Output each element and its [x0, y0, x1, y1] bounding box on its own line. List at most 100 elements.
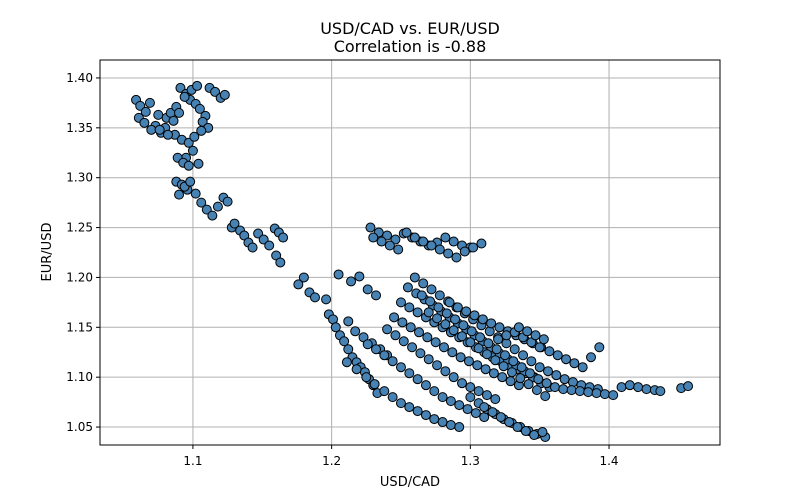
- scatter-point: [544, 346, 555, 357]
- scatter-point: [515, 373, 526, 384]
- scatter-point: [362, 339, 373, 350]
- scatter-point: [139, 117, 150, 128]
- scatter-point: [395, 362, 406, 373]
- scatter-point: [192, 80, 203, 91]
- scatter-point: [354, 271, 365, 282]
- scatter-point: [458, 320, 469, 331]
- scatter-point: [459, 246, 470, 257]
- scatter-point: [371, 344, 382, 355]
- scatter-point: [475, 332, 486, 343]
- scatter-point: [350, 326, 361, 337]
- scatter-point: [219, 89, 230, 100]
- y-tick-label: 1.10: [66, 370, 93, 384]
- scatter-point: [404, 402, 415, 413]
- scatter-point: [461, 306, 472, 317]
- scatter-point: [441, 308, 452, 319]
- scatter-point: [486, 318, 497, 329]
- scatter-point: [382, 324, 393, 335]
- scatter-point: [187, 145, 198, 156]
- scatter-point: [577, 362, 588, 373]
- scatter-point: [533, 374, 544, 385]
- scatter-point: [162, 129, 173, 140]
- scatter-point: [470, 408, 481, 419]
- scatter-point: [343, 344, 354, 355]
- scatter-point: [343, 316, 354, 327]
- scatter-point: [494, 322, 505, 333]
- scatter-point: [569, 358, 580, 369]
- scatter-point: [448, 325, 459, 336]
- scatter-point: [387, 356, 398, 367]
- scatter-point: [594, 342, 605, 353]
- scatter-point: [599, 389, 610, 400]
- scatter-point: [641, 384, 652, 395]
- scatter-point: [393, 244, 404, 255]
- scatter-point: [466, 326, 477, 337]
- scatter-point: [415, 348, 426, 359]
- scatter-point: [387, 392, 398, 403]
- scatter-point: [321, 294, 332, 305]
- scatter-point: [409, 272, 420, 283]
- scatter-point: [190, 188, 201, 199]
- scatter-point: [509, 344, 520, 355]
- scatter-point: [530, 330, 541, 341]
- scatter-point: [168, 115, 179, 126]
- scatter-point: [395, 297, 406, 308]
- scatter-point: [444, 297, 455, 308]
- y-tick-label: 1.25: [66, 221, 93, 235]
- scatter-point: [529, 430, 540, 441]
- scatter-point: [505, 376, 516, 387]
- scatter-point: [189, 131, 200, 142]
- scatter-point: [500, 350, 511, 361]
- scatter-point: [412, 374, 423, 385]
- scatter-point: [422, 332, 433, 343]
- scatter-point: [409, 232, 420, 243]
- scatter-point: [512, 422, 523, 433]
- scatter-point: [559, 374, 570, 385]
- y-tick-label: 1.35: [66, 121, 93, 135]
- scatter-point: [473, 386, 484, 397]
- scatter-point: [490, 355, 501, 366]
- scatter-point: [624, 380, 635, 391]
- scatter-point: [483, 338, 494, 349]
- scatter-point: [146, 124, 157, 135]
- scatter-point: [472, 360, 483, 371]
- scatter-point: [538, 334, 549, 345]
- scatter-point: [362, 284, 373, 295]
- scatter-point: [574, 386, 585, 397]
- scatter-point: [537, 427, 548, 438]
- scatter-point: [423, 354, 434, 365]
- scatter-point: [498, 361, 509, 372]
- scatter-point: [339, 336, 350, 347]
- scatter-point: [185, 176, 196, 187]
- scatter-point: [479, 402, 490, 413]
- scatter-point: [196, 125, 207, 136]
- scatter-point: [567, 377, 578, 388]
- scatter-point: [454, 422, 465, 433]
- scatter-point: [264, 240, 275, 251]
- y-tick-label: 1.15: [66, 320, 93, 334]
- x-axis-label: USD/CAD: [380, 475, 440, 490]
- scatter-point: [523, 379, 534, 390]
- scatter-point: [144, 97, 155, 108]
- scatter-point: [371, 290, 382, 301]
- scatter-point: [501, 330, 512, 341]
- scatter-point: [429, 386, 440, 397]
- scatter-point: [432, 360, 443, 371]
- scatter-point: [551, 370, 562, 381]
- scatter-point: [293, 279, 304, 290]
- scatter-point: [608, 390, 619, 401]
- scatter-point: [531, 385, 542, 396]
- scatter-point: [566, 385, 577, 396]
- scatter-point: [484, 326, 495, 337]
- scatter-point: [455, 352, 466, 363]
- scatter-point: [440, 232, 451, 243]
- scatter-point: [448, 236, 459, 247]
- scatter-point: [508, 356, 519, 367]
- scatter-point: [425, 296, 436, 307]
- scatter-point: [445, 396, 456, 407]
- scatter-point: [330, 322, 341, 333]
- scatter-point: [518, 350, 529, 361]
- scatter-point: [481, 349, 492, 360]
- scatter-point: [247, 242, 258, 253]
